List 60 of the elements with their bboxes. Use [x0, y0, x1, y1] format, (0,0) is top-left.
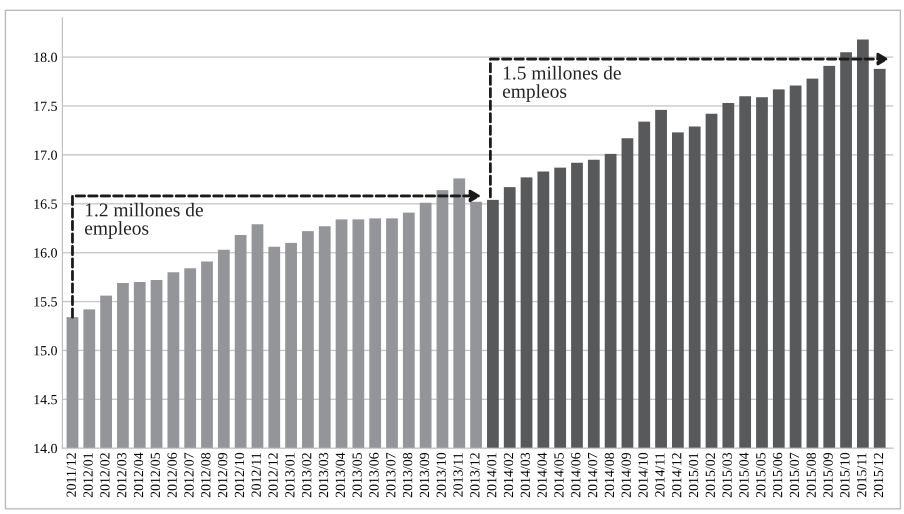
annotation: 1.2 millones de empleos	[85, 202, 203, 239]
x-tick-label: 2013/05	[352, 452, 362, 498]
y-tick-label: 14.0	[34, 444, 57, 454]
x-tick-label: 2013/12	[470, 453, 480, 498]
y-tick-label: 18.0	[34, 52, 57, 62]
x-tick-label: 2013/04	[336, 452, 346, 498]
x-tick-label: 2014/12	[672, 453, 682, 498]
y-tick-label: 16.5	[34, 199, 57, 209]
y-tick-label: 16.0	[34, 248, 57, 258]
x-tick-label: 2014/08	[604, 452, 614, 498]
x-tick-label: 2012/02	[100, 453, 110, 498]
x-tick-label: 2014/10	[638, 452, 648, 498]
x-tick-label: 2012/12	[268, 453, 278, 498]
x-tick-label: 2013/06	[369, 452, 379, 498]
x-tick-label: 2015/10	[840, 452, 850, 498]
x-tick-label: 2015/04	[739, 452, 749, 498]
x-tick-label: 2012/11	[252, 453, 261, 497]
x-tick-label: 2013/01	[285, 453, 295, 498]
y-tick-label: 14.5	[34, 394, 57, 404]
x-tick-label: 2012/08	[201, 452, 210, 498]
x-tick-label: 2015/06	[772, 452, 782, 498]
x-tick-label: 2012/09	[218, 452, 228, 498]
x-tick-label: 2013/07	[386, 452, 396, 498]
x-tick-label: 2013/03	[318, 452, 328, 498]
y-tick-label: 15.0	[34, 346, 57, 356]
x-tick-label: 2014/09	[622, 452, 631, 498]
x-tick-label: 2014/07	[588, 452, 598, 498]
y-tick-label: 15.5	[34, 297, 57, 307]
x-tick-label: 2012/05	[150, 452, 160, 498]
y-tick-label: 17.0	[34, 150, 57, 160]
x-tick-label: 2013/08	[402, 452, 412, 498]
x-tick-label: 2014/06	[571, 452, 580, 498]
x-tick-label: 2012/10	[234, 452, 244, 498]
x-tick-label: 2015/02	[706, 453, 715, 498]
x-tick-label: 2015/07	[790, 452, 800, 498]
x-tick-label: 2012/06	[167, 452, 177, 498]
x-tick-label: 2012/07	[184, 452, 194, 498]
x-tick-label: 2011/12	[66, 453, 76, 497]
x-tick-label: 2014/03	[520, 452, 530, 498]
x-tick-label: 2012/04	[134, 452, 144, 498]
x-tick-label: 2015/12	[874, 453, 884, 498]
x-tick-label: 2014/04	[537, 452, 547, 498]
x-tick-label: 2015/11	[856, 453, 866, 497]
y-tick-label: 17.5	[34, 102, 57, 112]
x-tick-label: 2015/01	[688, 453, 698, 498]
x-tick-label: 2013/02	[302, 453, 312, 498]
x-tick-label: 2015/09	[823, 452, 833, 498]
x-tick-label: 2014/01	[487, 453, 496, 498]
x-tick-label: 2014/11	[655, 453, 665, 497]
x-tick-label: 2012/01	[83, 453, 93, 498]
x-tick-label: 2014/02	[504, 453, 514, 498]
x-tick-label: 2015/08	[806, 452, 816, 498]
x-tick-label: 2013/10	[436, 452, 446, 498]
annotation: 1.5 millones de empleos	[502, 66, 621, 102]
x-tick-label: 2013/09	[420, 452, 430, 498]
x-tick-label: 2014/05	[554, 452, 564, 498]
x-tick-label: 2015/03	[722, 452, 732, 498]
x-tick-label: 2015/05	[756, 452, 766, 498]
x-tick-label: 2013/11	[453, 453, 463, 497]
x-tick-label: 2012/03	[117, 452, 126, 498]
